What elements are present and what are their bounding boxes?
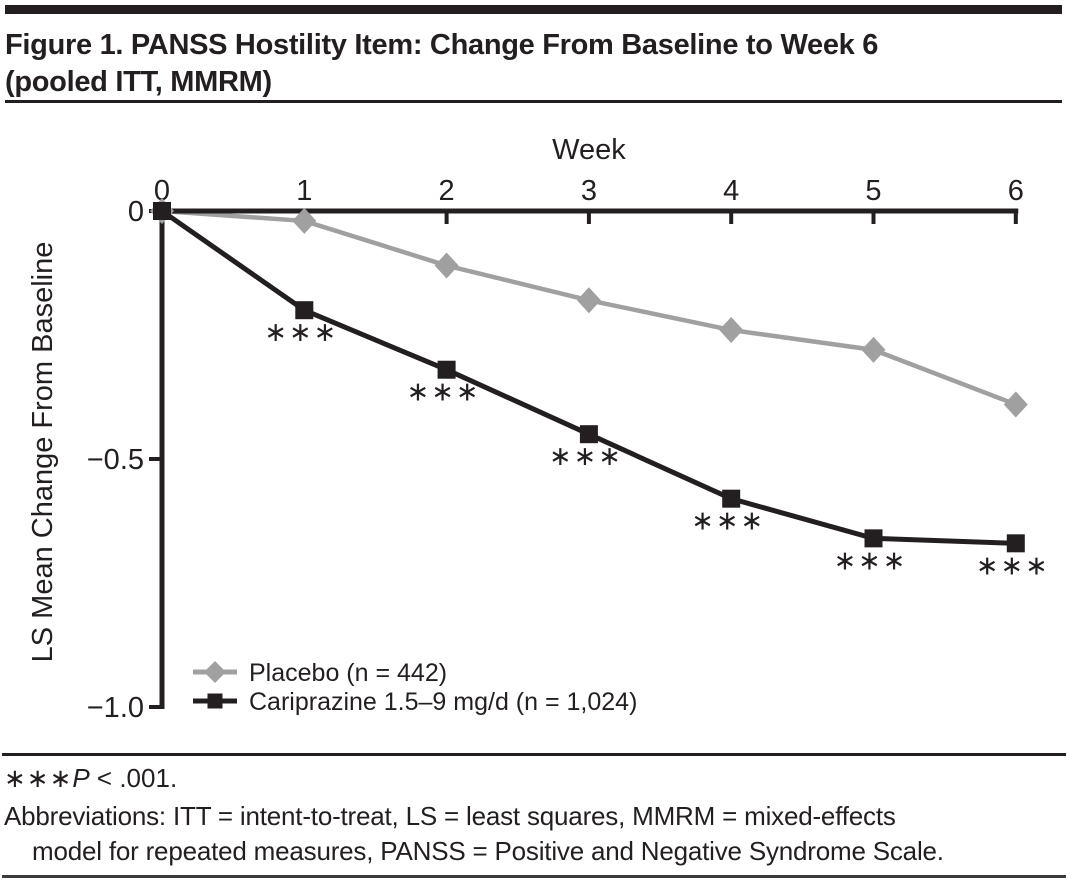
- x-tick-label: 0: [154, 175, 170, 207]
- y-tick-label: 0: [128, 196, 144, 228]
- significance-footnote: ∗∗∗P < .001.: [4, 763, 177, 794]
- significance-stars-week1: ∗∗∗: [264, 317, 338, 347]
- data-point-cariprazine-week6: [1006, 534, 1025, 553]
- significance-stars-week3: ∗∗∗: [549, 441, 623, 471]
- legend-marker-diamond: [204, 661, 226, 683]
- line-chart: 0 1 2 3 4 5 6 Week 0 −0.5 −1.0 LS Mean Change From …: [27, 134, 1050, 724]
- figure-bottom-rule: [2, 875, 1066, 878]
- data-point-placebo-week3: [576, 287, 601, 314]
- data-point-cariprazine-week0: [153, 202, 171, 220]
- x-axis-title: Week: [552, 134, 626, 166]
- significance-p-symbol: P: [72, 763, 90, 793]
- significance-threshold: < .001.: [89, 763, 178, 793]
- y-axis-title: LS Mean Change From Baseline: [27, 242, 59, 663]
- significance-stars-week2: ∗∗∗: [407, 377, 481, 407]
- data-point-cariprazine-week5: [864, 529, 883, 548]
- significance-stars: ∗∗∗: [4, 763, 73, 793]
- data-point-cariprazine-week4: [722, 489, 741, 508]
- figure-title-line2: (pooled ITT, MMRM): [5, 66, 272, 98]
- legend-label: Placebo (n = 442): [249, 659, 447, 687]
- data-point-placebo-week2: [434, 252, 459, 279]
- data-point-cariprazine-week2: [437, 360, 456, 379]
- abbreviations-line2: model for repeated measures, PANSS = Pos…: [32, 836, 944, 866]
- x-tick-label: 1: [296, 175, 312, 207]
- data-point-placebo-week1: [292, 207, 317, 234]
- figure-top-bar: [5, 5, 1062, 14]
- data-point-placebo-week5: [861, 336, 886, 363]
- legend-label: Cariprazine 1.5–9 mg/d (n = 1,024): [249, 688, 637, 716]
- footnote-divider-rule: [2, 753, 1066, 756]
- figure-title: Figure 1. PANSS Hostility Item: Change F…: [5, 27, 1064, 101]
- figure-title-line1: Figure 1. PANSS Hostility Item: Change F…: [5, 29, 879, 61]
- abbreviations-footnote: Abbreviations: ITT = intent-to-treat, LS…: [4, 799, 944, 869]
- significance-stars-week4: ∗∗∗: [691, 506, 765, 536]
- series-line-cariprazine: [160, 208, 1016, 546]
- data-point-placebo-week6: [1003, 391, 1028, 418]
- significance-stars-week5: ∗∗∗: [834, 545, 908, 575]
- abbreviations-line1: Abbreviations: ITT = intent-to-treat, LS…: [4, 801, 896, 831]
- x-tick-label: 3: [581, 175, 597, 207]
- data-point-placebo-week4: [719, 317, 744, 344]
- x-tick-label: 2: [439, 175, 455, 207]
- title-divider-rule: [5, 100, 1062, 103]
- x-tick-label: 6: [1008, 175, 1024, 207]
- significance-stars-week6: ∗∗∗: [976, 550, 1050, 580]
- y-tick-label: −1.0: [87, 692, 144, 724]
- data-point-cariprazine-week1: [295, 301, 314, 320]
- y-tick-label: −0.5: [87, 444, 144, 476]
- x-tick-label: 5: [865, 175, 881, 207]
- x-tick-label: 4: [723, 175, 739, 207]
- data-point-cariprazine-week3: [579, 425, 598, 444]
- legend-marker-square: [207, 693, 223, 709]
